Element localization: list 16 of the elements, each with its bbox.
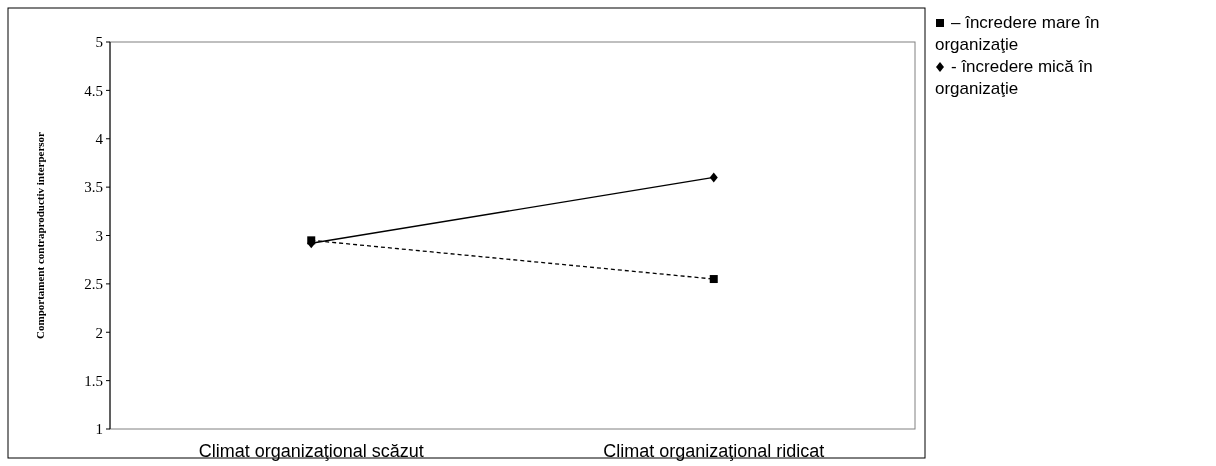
y-tick-label: 3 [95, 227, 103, 244]
y-tick-label: 3.5 [84, 179, 103, 196]
point [709, 172, 718, 183]
y-tick-label: 1 [95, 421, 103, 438]
x-tick-label: Climat organizaţional ridicat [603, 441, 825, 461]
y-tick-label: 1.5 [84, 372, 103, 389]
x-tick-label: Climat organizaţional scăzut [198, 441, 424, 461]
y-axis-title: Comportament contraproductiv interpersor [34, 131, 46, 339]
point [709, 275, 718, 284]
legend-label: - încredere mică în organizaţie [935, 57, 1093, 98]
y-tick-label: 4 [95, 131, 104, 147]
y-tick-label: 4.5 [84, 82, 103, 99]
y-tick-label: 5 [95, 34, 103, 51]
legend-label: – încredere mare în organizaţie [935, 13, 1100, 54]
y-tick-label: 2.5 [84, 276, 103, 293]
y-tick-label: 2 [95, 324, 103, 341]
